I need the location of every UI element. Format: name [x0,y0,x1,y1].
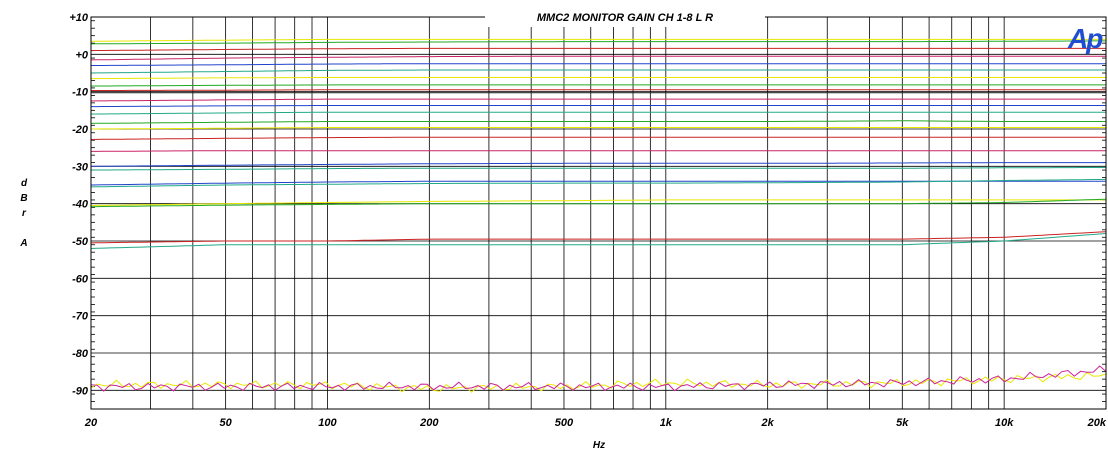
x-tick-label: 2k [761,417,775,429]
series-line [90,38,1106,42]
y-tick-label: -10 [72,87,89,99]
y-axis-label-char: B [20,193,27,204]
series-line [90,231,1107,244]
x-tick-label: 10k [995,417,1014,429]
x-tick-label: 500 [555,417,574,429]
chart-title: MMC2 MONITOR GAIN CH 1-8 L R [537,12,713,24]
series-line [90,178,1107,188]
series-line [90,365,1107,392]
series-line [90,84,1106,87]
series-line [90,98,1106,102]
y-tick-label: +0 [75,49,88,61]
x-tick-label: 20 [84,417,98,429]
x-tick-label: 200 [419,417,439,429]
series-line [90,198,1107,208]
title-background [485,5,765,27]
grid-lines [91,16,1106,410]
y-tick-label: -40 [72,199,89,211]
series-line [91,162,1106,167]
series-line [90,120,1106,124]
x-tick-label: 5k [896,417,909,429]
y-tick-label: -90 [72,385,89,397]
y-tick-label: -50 [72,236,89,248]
y-tick-label: -60 [72,273,89,285]
y-axis-label-char: d [21,178,28,189]
y-tick-labels: +10 +0 -10 -20 -30 -40 -50 -60 -70 -80 -90 [69,12,89,397]
y-axis-label-char: A [19,238,27,249]
y-tick-label: -70 [72,311,89,323]
y-axis-label: dBr A [19,178,28,249]
x-axis-label: Hz [593,440,605,451]
series-layer [90,38,1107,393]
y-tick-label: -20 [72,124,89,136]
series-line [90,55,1106,61]
series-line [90,136,1106,140]
x-tick-label: 20k [1087,417,1107,429]
series-line [91,77,1106,80]
series-line [91,63,1106,66]
series-line [91,127,1106,130]
series-line [90,199,1106,206]
y-tick-label: -80 [72,348,89,360]
x-tick-label: 100 [318,417,337,429]
x-tick-labels: 20 50 100 200 500 1k 2k 5k 10k 20k [84,417,1107,429]
series-line [90,167,1106,171]
series-line [91,150,1106,152]
series-line [90,233,1107,249]
x-tick-label: 1k [660,417,673,429]
series-line [91,105,1106,108]
series-line [90,40,1106,45]
y-tick-label: -30 [72,161,89,173]
series-line [91,89,1106,91]
series-line [90,111,1106,115]
series-line [90,47,1106,52]
y-tick-label: +10 [69,12,89,24]
series-line [90,69,1106,74]
x-tick-label: 50 [220,417,233,429]
ap-logo: Ap [1067,23,1103,54]
y-axis-label-char: r [22,208,27,219]
